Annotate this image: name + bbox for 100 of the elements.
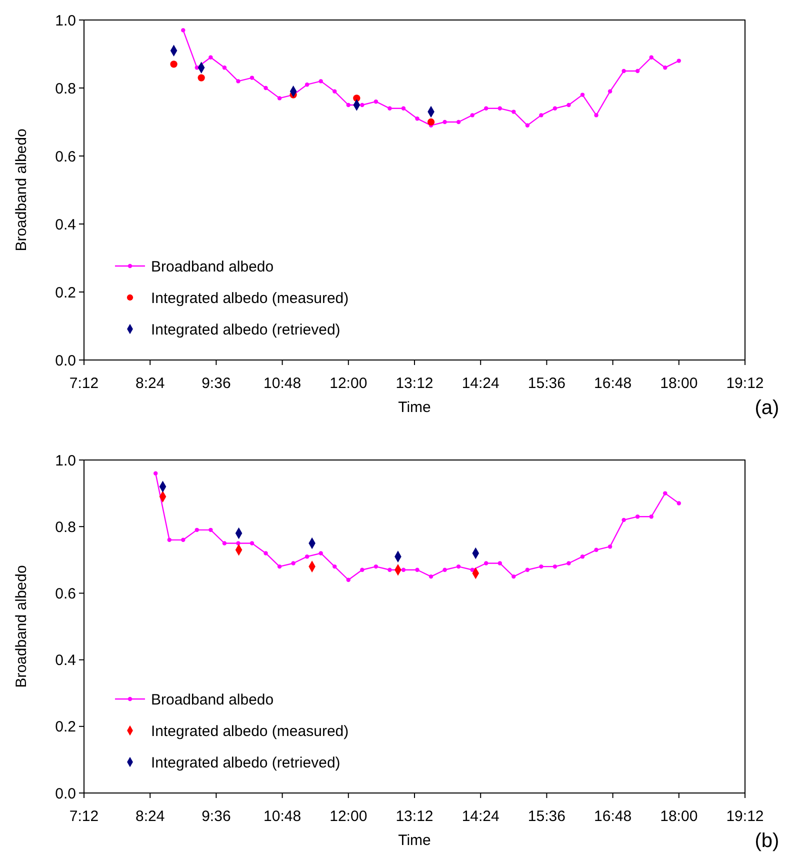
x-tick-label: 16:48 xyxy=(594,808,632,825)
x-tick-label: 7:12 xyxy=(69,375,99,392)
x-tick-label: 13:12 xyxy=(396,375,434,392)
point xyxy=(428,574,434,579)
y-tick-label: 0.4 xyxy=(55,216,76,234)
point xyxy=(552,106,558,111)
point xyxy=(208,528,213,532)
text: (b) xyxy=(754,830,780,852)
legend-label: Broadband albedo xyxy=(151,691,274,708)
point xyxy=(401,568,406,572)
point xyxy=(580,92,585,97)
x-tick-label: 7:12 xyxy=(69,808,99,825)
x-tick-label: 12:00 xyxy=(330,375,368,392)
x-tick-label: 10:48 xyxy=(264,808,302,825)
point xyxy=(167,538,172,542)
point xyxy=(208,55,213,60)
x-tick-label: 15:36 xyxy=(528,375,566,392)
point xyxy=(222,65,227,70)
point xyxy=(332,89,337,94)
x-tick-label: 16:48 xyxy=(594,375,632,392)
y-tick-label: 0.0 xyxy=(55,785,76,802)
y-tick-label: 0.2 xyxy=(55,718,76,736)
point xyxy=(470,113,474,118)
point xyxy=(194,528,200,532)
point xyxy=(539,564,544,569)
point xyxy=(304,82,310,87)
point xyxy=(649,514,654,519)
point xyxy=(198,74,205,82)
point xyxy=(264,86,268,90)
point xyxy=(360,102,364,108)
point xyxy=(484,106,488,111)
point xyxy=(415,568,420,572)
y-axis-title: Broadband albedo xyxy=(13,565,30,688)
x-tick-label: 12:00 xyxy=(330,808,368,825)
point xyxy=(250,76,254,80)
point xyxy=(498,106,502,111)
y-tick-label: 0.6 xyxy=(55,148,76,166)
y-tick-label: 0.8 xyxy=(55,518,76,536)
y-tick-label: 0.8 xyxy=(55,80,76,98)
point xyxy=(388,568,392,572)
point xyxy=(580,554,585,559)
x-tick-label: 9:36 xyxy=(202,808,231,825)
legend-label: Integrated albedo (retrieved) xyxy=(151,321,340,338)
point xyxy=(676,501,682,506)
point xyxy=(566,561,571,566)
point xyxy=(401,106,406,111)
x-tick-label: 10:48 xyxy=(264,375,302,392)
point xyxy=(484,561,488,566)
point xyxy=(525,123,530,128)
point xyxy=(181,28,186,32)
point xyxy=(525,568,530,572)
point xyxy=(332,564,337,569)
point xyxy=(566,102,571,108)
point xyxy=(427,118,435,126)
x-tick-label: 18:00 xyxy=(660,808,698,825)
point xyxy=(649,55,654,60)
x-tick-label: 13:12 xyxy=(396,808,434,825)
y-tick-label: 1.0 xyxy=(55,12,76,30)
x-tick-label: 14:24 xyxy=(462,808,500,825)
x-tick-label: 14:24 xyxy=(462,375,500,392)
point xyxy=(552,564,558,569)
legend-label: Integrated albedo (measured) xyxy=(151,290,349,307)
point xyxy=(360,568,364,572)
point xyxy=(374,99,378,104)
point xyxy=(388,106,392,111)
point xyxy=(622,518,626,522)
y-tick-label: 1.0 xyxy=(55,452,76,470)
point xyxy=(512,574,516,579)
point xyxy=(222,541,227,546)
point xyxy=(498,561,502,566)
point xyxy=(318,79,323,84)
x-tick-label: 9:36 xyxy=(202,375,231,392)
point xyxy=(608,544,612,549)
point xyxy=(236,79,240,84)
point xyxy=(264,551,268,556)
point xyxy=(291,561,296,566)
y-axis-title: Broadband albedo xyxy=(13,128,30,252)
point xyxy=(622,68,626,74)
point xyxy=(635,514,640,519)
point xyxy=(346,102,351,108)
y-tick-label: 0.2 xyxy=(55,284,76,302)
point xyxy=(236,541,240,546)
point xyxy=(170,60,178,68)
legend-label: Broadband albedo xyxy=(151,258,274,276)
y-tick-label: 0.4 xyxy=(55,652,76,670)
point xyxy=(181,538,186,542)
point xyxy=(277,96,282,100)
point xyxy=(594,113,598,118)
point xyxy=(512,110,516,114)
point xyxy=(608,89,612,94)
point xyxy=(663,65,668,70)
x-tick-label: 19:12 xyxy=(726,375,764,392)
point xyxy=(456,564,461,569)
x-tick-label: 8:24 xyxy=(136,808,165,825)
point xyxy=(304,554,310,559)
x-axis-title: Time xyxy=(398,399,431,416)
x-tick-label: 18:00 xyxy=(660,375,698,392)
point xyxy=(456,120,461,124)
legend-label: Integrated albedo (retrieved) xyxy=(151,754,340,772)
point xyxy=(442,120,447,124)
